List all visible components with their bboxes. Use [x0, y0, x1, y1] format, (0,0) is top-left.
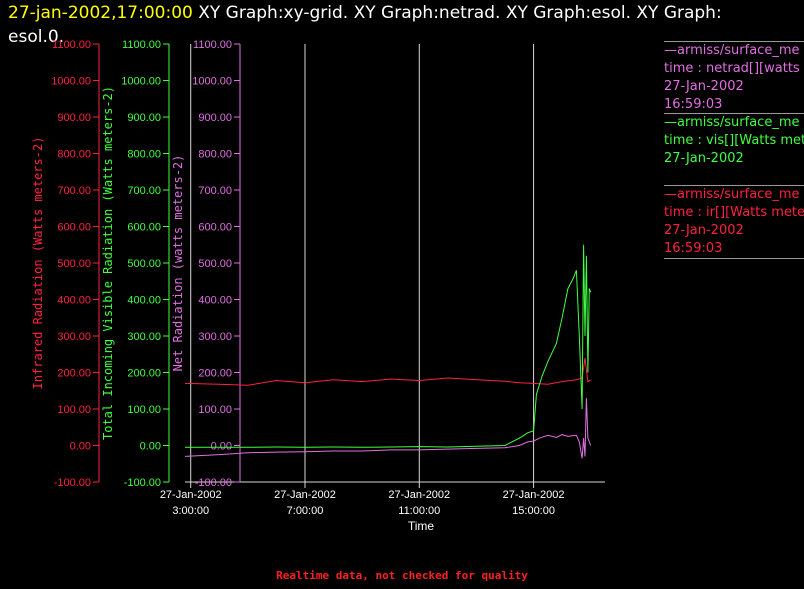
- y-tick-label: 800.00: [57, 149, 91, 161]
- x-tick-label-time: 7:00:00: [287, 505, 324, 517]
- x-tick-label-time: 15:00:00: [512, 505, 555, 517]
- legend-entry-line: time : netrad[][watts me: [664, 61, 804, 76]
- legend-entry-line: 16:59:03: [664, 97, 723, 112]
- y-tick-label: 100.00: [198, 404, 232, 416]
- window-title: 27-jan-2002,17:00:00 XY Graph:xy-grid. X…: [8, 1, 768, 49]
- y-tick-label: 100.00: [127, 404, 161, 416]
- y-tick-label: 900.00: [198, 112, 232, 124]
- y-tick-label: 800.00: [127, 149, 161, 161]
- legend-entry-line: 27-Jan-2002: [664, 151, 744, 166]
- y-axis-label: Total Incoming Visible Radiation (Watts …: [101, 86, 115, 440]
- y-tick-label: 1100.00: [122, 39, 161, 51]
- legend-entry-line: —armiss/surface_me: [664, 43, 800, 58]
- y-tick-label: 700.00: [57, 185, 91, 197]
- y-tick-label: 500.00: [198, 258, 232, 270]
- legend-entry-line: —armiss/surface_me: [664, 115, 800, 130]
- y-tick-label: 300.00: [198, 331, 232, 343]
- legend-entry-line: time : vis[][Watts meter: [664, 133, 804, 148]
- x-tick-label-time: 3:00:00: [172, 505, 209, 517]
- y-tick-label: 1000.00: [121, 76, 161, 88]
- legend-entry-line: time : ir[][Watts meters: [664, 205, 804, 220]
- y-tick-label: 600.00: [127, 222, 161, 234]
- y-axis-label: Net Radiation (watts meters-2): [171, 155, 185, 372]
- y-tick-label: 200.00: [57, 368, 91, 380]
- legend-separator: [664, 185, 804, 186]
- x-tick-label-date: 27-Jan-2002: [274, 489, 336, 501]
- y-tick-label: -100.00: [195, 477, 232, 489]
- legend-separator: [664, 258, 804, 259]
- y-tick-label: -100.00: [54, 477, 91, 489]
- y-tick-label: 300.00: [127, 331, 161, 343]
- legend-separator: [664, 41, 804, 42]
- y-tick-label: -100.00: [124, 477, 161, 489]
- title-timestamp: 27-jan-2002,17:00:00: [8, 3, 193, 23]
- x-tick-label-date: 27-Jan-2002: [160, 489, 222, 501]
- series-line-vis: [185, 244, 592, 448]
- y-tick-label: 400.00: [57, 295, 91, 307]
- y-tick-label: 300.00: [57, 331, 91, 343]
- title-graph-list: XY Graph:xy-grid. XY Graph:netrad. XY Gr…: [8, 3, 722, 47]
- y-tick-label: 100.00: [57, 404, 91, 416]
- y-tick-label: 600.00: [198, 222, 232, 234]
- series-line-netrad: [184, 398, 592, 459]
- y-tick-label: 700.00: [198, 185, 232, 197]
- y-tick-label: 500.00: [127, 258, 161, 270]
- y-tick-label: 200.00: [198, 368, 232, 380]
- x-tick-label-date: 27-Jan-2002: [503, 489, 565, 501]
- y-tick-label: 600.00: [57, 222, 91, 234]
- y-tick-label: 900.00: [57, 112, 91, 124]
- legend-separator: [664, 113, 804, 114]
- y-axis-label: Infrared Radiation (Watts meters-2): [31, 137, 45, 390]
- x-axis-label: Time: [408, 519, 435, 533]
- y-tick-label: 400.00: [198, 295, 232, 307]
- y-tick-label: 0.00: [70, 441, 91, 453]
- y-tick-label: 1000.00: [51, 76, 91, 88]
- x-tick-label-time: 11:00:00: [398, 505, 440, 517]
- series-line-ir: [184, 357, 591, 386]
- y-tick-label: 800.00: [198, 149, 232, 161]
- y-tick-label: 1100.00: [193, 39, 232, 51]
- legend-entry-line: 27-Jan-2002: [664, 79, 744, 94]
- y-tick-label: 500.00: [57, 258, 91, 270]
- y-tick-label: 900.00: [127, 112, 161, 124]
- y-tick-label: 700.00: [127, 185, 161, 197]
- y-tick-label: 1000.00: [192, 76, 232, 88]
- legend-entry-line: 16:59:03: [664, 241, 723, 256]
- y-tick-label: 0.00: [211, 441, 232, 453]
- y-tick-label: 0.00: [140, 441, 161, 453]
- y-tick-label: 400.00: [127, 295, 161, 307]
- y-tick-label: 1100.00: [52, 39, 91, 51]
- legend-entry-line: 27-Jan-2002: [664, 223, 744, 238]
- legend-entry-line: —armiss/surface_me: [664, 187, 800, 202]
- quality-note: Realtime data, not checked for quality: [276, 569, 528, 582]
- x-tick-label-date: 27-Jan-2002: [388, 489, 450, 501]
- y-tick-label: 200.00: [127, 368, 161, 380]
